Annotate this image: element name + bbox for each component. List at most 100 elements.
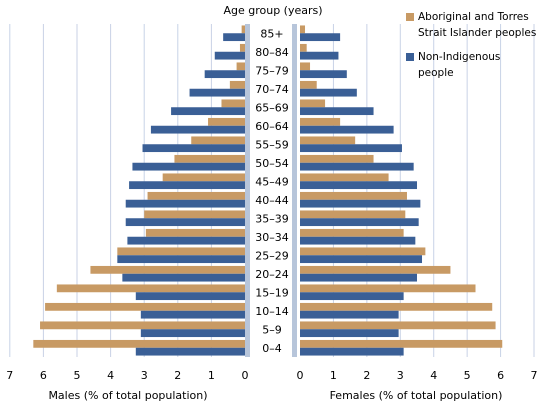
bar-males-non-indigenous [223,33,245,42]
tick-label-females: 1 [330,369,337,382]
bar-females-non-indigenous [300,125,394,134]
bar-males-non-indigenous [125,218,245,227]
bar-females-aboriginal [300,191,407,200]
bar-males-non-indigenous [127,236,245,245]
bar-females-non-indigenous [300,144,402,153]
legend-label: Strait Islander peoples [418,27,536,39]
bar-females-aboriginal [300,339,503,348]
tick-label-males: 4 [107,369,114,382]
bar-males-aboriginal [45,302,245,311]
bar-males-non-indigenous [135,292,245,301]
age-group-label: 40–44 [255,194,289,207]
gridlines-males [9,24,212,357]
age-group-label: 25–29 [255,249,289,262]
age-group-label: 55–59 [255,138,289,151]
x-ticks-females: 0 1 2 3 4 5 6 7 [297,369,538,382]
tick-label-males: 7 [6,369,13,382]
bar-females-aboriginal [300,210,406,219]
bar-females-non-indigenous [300,88,357,97]
legend-swatch [406,13,414,21]
bar-females-non-indigenous [300,199,421,208]
bar-males-non-indigenous [122,273,245,282]
legend-label: Non-Indigenous [418,51,500,63]
bar-females-aboriginal [300,43,307,52]
bar-males-aboriginal [144,210,245,219]
bar-females-aboriginal [300,173,389,182]
age-group-label: 35–39 [255,212,289,225]
tick-label-females: 2 [363,369,370,382]
bar-females-aboriginal [300,228,404,237]
bar-females-non-indigenous [300,181,418,190]
age-column-left-band [245,24,250,357]
bar-males-aboriginal [90,265,245,274]
chart-title: Age group (years) [223,4,322,17]
bar-males-aboriginal [40,321,245,330]
gridlines-females [332,24,535,357]
bar-females-non-indigenous [300,70,347,79]
bar-females-non-indigenous [300,236,416,245]
bar-females-aboriginal [300,284,476,293]
age-group-label: 65–69 [255,101,289,114]
age-group-label: 50–54 [255,157,289,170]
tick-label-females: 6 [497,369,504,382]
age-group-label: 60–64 [255,120,289,133]
age-group-label: 70–74 [255,83,289,96]
bar-females-aboriginal [300,154,374,163]
bar-males-aboriginal [221,99,245,108]
bar-females-aboriginal [300,117,341,126]
bar-males-aboriginal [145,228,245,237]
bar-males-non-indigenous [150,125,245,134]
bar-females-aboriginal [300,247,426,256]
tick-label-males: 3 [141,369,148,382]
bar-males-non-indigenous [132,162,245,171]
bar-males-non-indigenous [171,107,245,116]
x-axis-label-females: Females (% of total population) [330,389,503,402]
age-group-label: 45–49 [255,175,289,188]
bar-females-non-indigenous [300,347,404,356]
bar-males-aboriginal [236,62,245,71]
bar-males-aboriginal [191,136,245,145]
age-group-label: 10–14 [255,305,289,318]
bar-males-non-indigenous [117,255,245,264]
bar-males-aboriginal [117,247,245,256]
bar-females-aboriginal [300,62,311,71]
bar-males-aboriginal [229,80,245,89]
x-axis-label-males: Males (% of total population) [48,389,207,402]
bar-males-aboriginal [147,191,245,200]
age-group-label: 85+ [260,27,283,40]
tick-label-females: 5 [464,369,471,382]
bar-males-non-indigenous [142,144,245,153]
tick-label-females: 0 [297,369,304,382]
age-group-label: 80–84 [255,46,289,59]
bar-males-aboriginal [239,43,245,52]
tick-label-males: 5 [74,369,81,382]
age-group-label: 0–4 [262,342,282,355]
x-ticks-males: 7 6 5 4 3 2 1 0 [6,369,248,382]
bar-females-aboriginal [300,321,496,330]
legend-label: people [418,67,454,79]
tick-label-males: 1 [208,369,215,382]
bar-males-non-indigenous [140,329,245,338]
bar-males-non-indigenous [140,310,245,319]
bar-males-non-indigenous [135,347,245,356]
legend-label: Aboriginal and Torres [418,11,529,23]
bar-males-non-indigenous [214,51,245,60]
bar-females-aboriginal [300,25,306,34]
bar-females-aboriginal [300,265,451,274]
age-group-label: 20–24 [255,268,289,281]
bar-females-aboriginal [300,80,317,89]
bar-females-non-indigenous [300,292,404,301]
age-group-label: 5–9 [262,323,282,336]
bar-males-non-indigenous [125,199,245,208]
age-group-labels: 0–4 5–9 10–14 15–19 20–24 25–29 30–34 35–39 40–4… [255,27,289,355]
bar-females-non-indigenous [300,310,399,319]
bar-females-non-indigenous [300,33,341,42]
bar-females-non-indigenous [300,218,419,227]
tick-label-males: 2 [174,369,181,382]
bar-males-aboriginal [33,339,245,348]
bar-males-non-indigenous [204,70,245,79]
legend: Aboriginal and Torres Strait Islander peo… [406,11,536,79]
bar-females-non-indigenous [300,162,414,171]
age-group-label: 30–34 [255,231,289,244]
